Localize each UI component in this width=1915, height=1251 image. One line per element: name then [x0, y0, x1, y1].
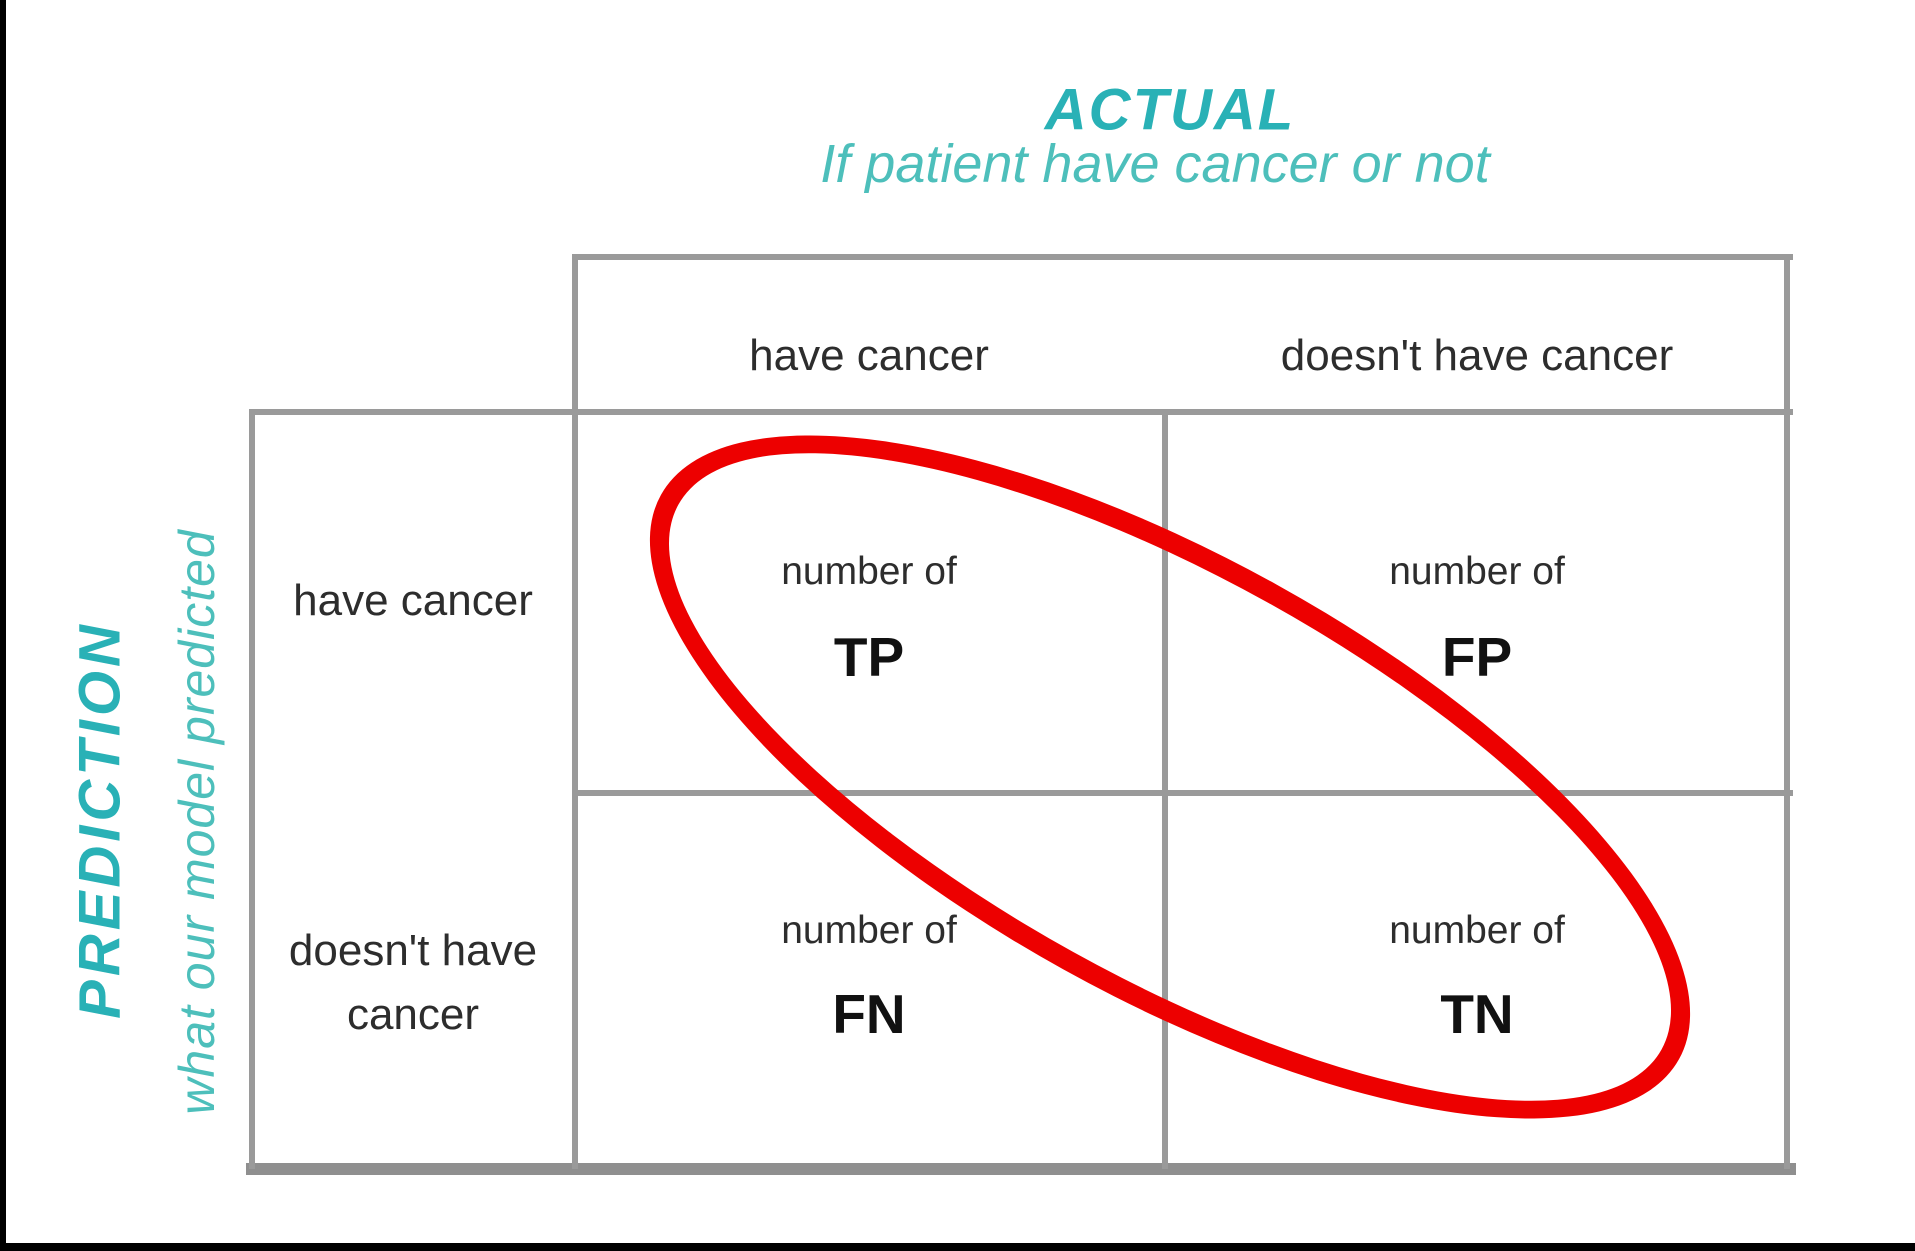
actual-axis-subtitle: If patient have cancer or not [820, 134, 1490, 194]
grid-line-center-column-divider [1162, 409, 1168, 1169]
grid-line-right-border [1784, 254, 1790, 1169]
row-label-have-cancer: have cancer [293, 576, 533, 625]
prediction-axis-subtitle: what our model predicted [169, 529, 225, 1115]
grid-line-header-top [572, 254, 1793, 260]
actual-axis-title: ACTUAL [1044, 77, 1296, 143]
grid-line-table-top [249, 409, 1793, 415]
cell-tp-code: TP [833, 626, 905, 688]
diagonal-highlight-ellipse [554, 302, 1786, 1251]
column-header-have-cancer: have cancer [749, 331, 989, 380]
prediction-axis-title: PREDICTION [67, 621, 133, 1019]
grid-line-row-divider [572, 790, 1793, 796]
left-black-bar [0, 0, 6, 1251]
grid-line-label-column-divider [572, 254, 578, 1169]
column-header-doesnt-have-cancer: doesn't have cancer [1280, 331, 1674, 380]
cell-fn-code: FN [832, 983, 906, 1045]
grid-line-table-bottom [246, 1163, 1796, 1175]
grid-line-left-border [249, 409, 255, 1169]
cell-tn-code: TN [1440, 983, 1514, 1045]
bottom-black-bar [0, 1243, 1915, 1251]
cell-tp-prefix: number of [781, 550, 957, 593]
cell-fp-code: FP [1441, 626, 1513, 688]
cell-tn-prefix: number of [1389, 909, 1565, 952]
cell-fn-prefix: number of [781, 909, 957, 952]
row-label-doesnt-have-cancer: doesn't have cancer [288, 926, 538, 1039]
cell-fp-prefix: number of [1389, 550, 1565, 593]
